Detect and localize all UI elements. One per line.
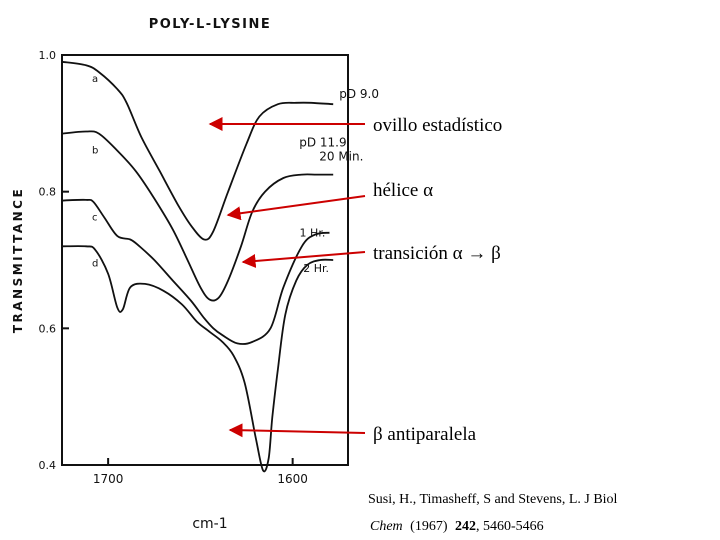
x-axis-label: cm-1	[192, 516, 227, 532]
series-line-a	[61, 60, 334, 241]
tick-layer: 1.0 0.8 0.6 0.4 1700 1600	[39, 49, 308, 486]
series-letter-d: d	[92, 258, 98, 269]
series-end-label-d: 2 Hr.	[303, 262, 329, 275]
series-end-label-a: pD 9.0	[339, 87, 379, 101]
series-line-b	[61, 130, 334, 302]
y-tick-label: 0.8	[39, 186, 57, 199]
x-tick-label: 1700	[93, 472, 124, 486]
y-tick-label: 0.6	[39, 322, 57, 335]
annotation-label-c: transición α → β	[373, 243, 501, 264]
plot-frame	[61, 54, 349, 466]
series-line-c	[61, 198, 330, 345]
y-tick-label: 0.4	[39, 459, 57, 472]
citation-volume: 242	[455, 519, 476, 534]
series-letter-c: c	[92, 213, 98, 224]
chart-title: POLY-L-LYSINE	[149, 17, 272, 32]
annotation-label-b: hélice α	[373, 180, 433, 201]
y-axis-label: TRANSMITTANCE	[11, 187, 25, 333]
series-letter-a: a	[92, 74, 98, 85]
annotation-arrow-b	[226, 195, 366, 221]
annotation-label-a: ovillo estadístico	[373, 115, 502, 136]
annotation-arrow-c	[241, 251, 366, 268]
citation-year: (1967)	[410, 519, 448, 534]
series-letter-b: b	[92, 146, 98, 157]
arrows-layer: ovillo estadístico hélice α transición α →…	[208, 115, 502, 445]
curves-layer	[61, 60, 334, 473]
series-end-label-b-time: 20 Min.	[319, 150, 363, 164]
x-tick-label: 1600	[277, 472, 308, 486]
annotation-label-d: β antiparalela	[373, 424, 477, 445]
citation-line-1: Susi, H., Timasheff, S and Stevens, L. J…	[368, 492, 618, 507]
citation-journal: Chem	[370, 519, 403, 534]
annotation-arrow-d	[228, 423, 366, 438]
y-tick-label: 1.0	[39, 49, 57, 62]
series-end-label-b: pD 11.9	[299, 136, 346, 150]
series-line-d	[61, 245, 334, 473]
labels-layer: a pD 9.0 b pD 11.920 Min. c 1 Hr. d 2 Hr.	[92, 74, 379, 275]
series-end-label-c: 1 Hr.	[300, 227, 326, 240]
citation-line-2: Chem (1967) 242, 5460-5466	[370, 519, 544, 534]
citation-pages: , 5460-5466	[476, 519, 544, 534]
